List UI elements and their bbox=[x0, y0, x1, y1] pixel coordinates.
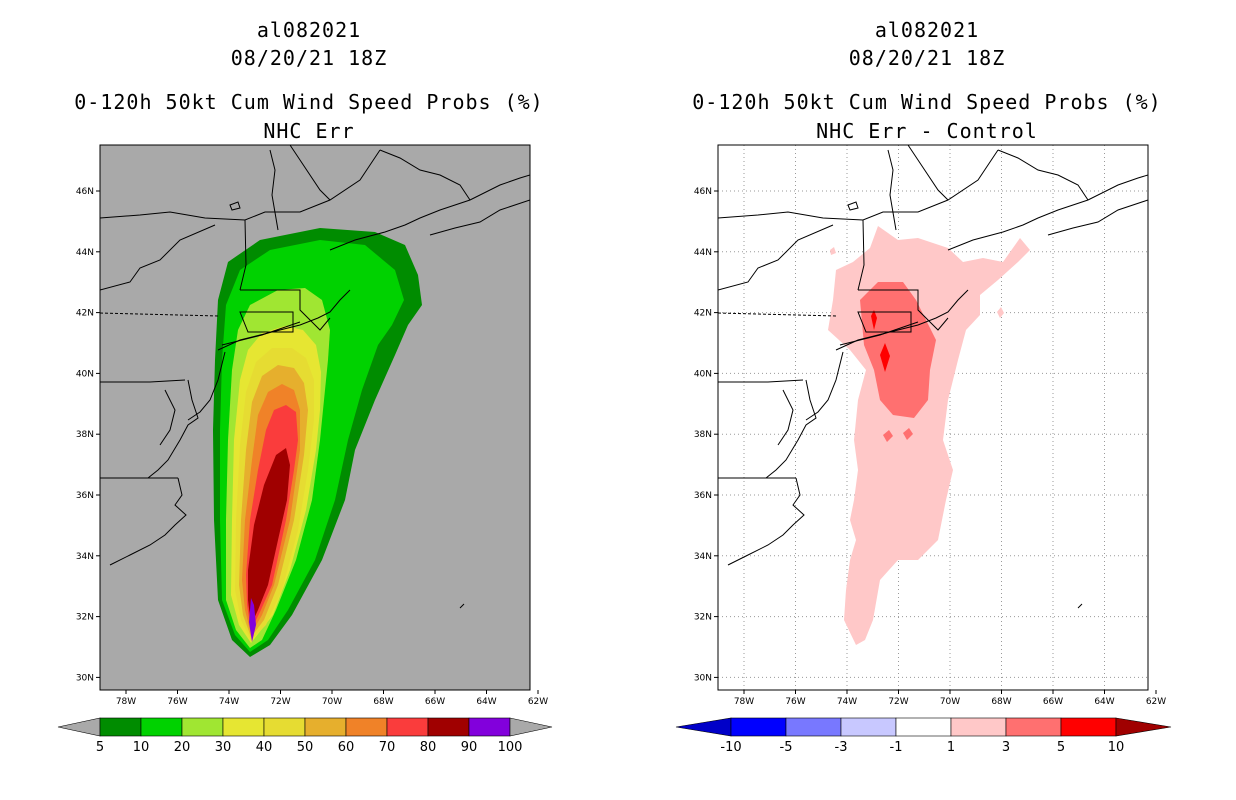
colorbar-high-arrow bbox=[1115, 717, 1172, 737]
lat-label: 44N bbox=[694, 248, 712, 258]
colorbar-label: 5 bbox=[96, 740, 104, 755]
product-title: 0-120h 50kt Cum Wind Speed Probs (%) bbox=[692, 90, 1162, 114]
probability-contours bbox=[213, 228, 422, 657]
colorbar-swatch bbox=[840, 717, 897, 737]
colorbar-swatch bbox=[222, 717, 265, 737]
lon-label: 72W bbox=[270, 697, 290, 707]
colorbar-label: 40 bbox=[256, 740, 273, 755]
colorbar-label: -3 bbox=[835, 740, 848, 755]
colorbar-swatch bbox=[1005, 717, 1062, 737]
panel-subtitle: NHC Err - Control bbox=[816, 119, 1038, 143]
map-frame bbox=[99, 144, 531, 691]
colorbar-swatch bbox=[345, 717, 388, 737]
lat-label: 40N bbox=[76, 369, 94, 379]
colorbar-swatch bbox=[730, 717, 787, 737]
colorbar-low-arrow bbox=[57, 717, 101, 737]
colorbar-swatch bbox=[263, 717, 306, 737]
probability-colorbar: 5 10 20 30 40 50 60 70 80 90 100 bbox=[57, 717, 553, 755]
colorbar-swatch bbox=[181, 717, 224, 737]
colorbar-low-arrow bbox=[675, 717, 732, 737]
colorbar-swatch bbox=[304, 717, 347, 737]
colorbar-label: 100 bbox=[498, 740, 523, 755]
colorbar-label: -1 bbox=[890, 740, 903, 755]
colorbar-label: 1 bbox=[947, 740, 955, 755]
lon-label: 64W bbox=[1094, 697, 1114, 707]
map-frame bbox=[717, 144, 1149, 691]
colorbar-label: 80 bbox=[420, 740, 437, 755]
lat-label: 38N bbox=[694, 430, 712, 440]
lat-label: 34N bbox=[694, 552, 712, 562]
colorbar-label: 30 bbox=[215, 740, 232, 755]
colorbar-label: 3 bbox=[1002, 740, 1010, 755]
lon-label: 68W bbox=[373, 697, 393, 707]
lat-label: 42N bbox=[76, 309, 94, 319]
colorbar-label: 10 bbox=[1108, 740, 1125, 755]
lat-label: 46N bbox=[694, 187, 712, 197]
lon-label: 70W bbox=[940, 697, 960, 707]
lat-label: 38N bbox=[76, 430, 94, 440]
colorbar-swatch bbox=[1060, 717, 1117, 737]
lon-label: 72W bbox=[888, 697, 908, 707]
colorbar-swatch bbox=[386, 717, 429, 737]
colorbar-swatch bbox=[950, 717, 1007, 737]
colorbar-label: 60 bbox=[338, 740, 355, 755]
panel-subtitle: NHC Err bbox=[263, 119, 355, 143]
colorbar-swatch bbox=[427, 717, 470, 737]
lon-label: 76W bbox=[167, 697, 187, 707]
left-panel: al082021 08/20/21 18Z 0-120h 50kt Cum Wi… bbox=[57, 18, 553, 755]
lat-label: 32N bbox=[76, 613, 94, 623]
colorbar-label: -10 bbox=[720, 740, 741, 755]
lon-label: 78W bbox=[116, 697, 136, 707]
lat-label: 40N bbox=[694, 369, 712, 379]
colorbar-label: 90 bbox=[461, 740, 478, 755]
difference-map: 78W 76W 74W 72W 70W 68W 66W 64W 62W 46N 44N 42N 40N 3… bbox=[675, 144, 1172, 755]
difference-colorbar: -10 -5 -3 -1 1 3 5 10 bbox=[675, 717, 1172, 755]
storm-id: al082021 bbox=[874, 18, 980, 42]
lon-label: 74W bbox=[219, 697, 239, 707]
lat-label: 30N bbox=[694, 673, 712, 683]
colorbar-high-arrow bbox=[509, 717, 553, 737]
lat-label: 32N bbox=[694, 613, 712, 623]
lat-label: 34N bbox=[76, 552, 94, 562]
lon-label: 68W bbox=[991, 697, 1011, 707]
lon-label: 64W bbox=[476, 697, 496, 707]
difference-contours bbox=[828, 226, 1030, 645]
map-axes: 78W 76W 74W 72W 70W 68W 66W 64W 62W 46N 44N 42N 40N 3… bbox=[76, 187, 548, 707]
colorbar-swatch bbox=[785, 717, 842, 737]
colorbar-swatch bbox=[140, 717, 183, 737]
map-axes: 78W 76W 74W 72W 70W 68W 66W 64W 62W 46N 44N 42N 40N 3… bbox=[694, 187, 1166, 707]
lon-label: 70W bbox=[322, 697, 342, 707]
colorbar-label: 5 bbox=[1057, 740, 1065, 755]
colorbar-label: -5 bbox=[780, 740, 793, 755]
lon-label: 62W bbox=[1146, 697, 1166, 707]
datetime: 08/20/21 18Z bbox=[230, 46, 388, 70]
lat-label: 46N bbox=[76, 187, 94, 197]
lon-label: 76W bbox=[785, 697, 805, 707]
lon-label: 74W bbox=[837, 697, 857, 707]
colorbar-swatch bbox=[895, 717, 952, 737]
lat-label: 30N bbox=[76, 673, 94, 683]
datetime: 08/20/21 18Z bbox=[848, 46, 1006, 70]
lon-label: 66W bbox=[425, 697, 445, 707]
colorbar-label: 10 bbox=[133, 740, 150, 755]
lon-label: 78W bbox=[734, 697, 754, 707]
colorbar-label: 70 bbox=[379, 740, 396, 755]
right-panel: al082021 08/20/21 18Z 0-120h 50kt Cum Wi… bbox=[618, 0, 1236, 800]
product-title: 0-120h 50kt Cum Wind Speed Probs (%) bbox=[74, 90, 544, 114]
colorbar-swatch bbox=[468, 717, 511, 737]
lon-label: 62W bbox=[528, 697, 548, 707]
lat-label: 44N bbox=[76, 248, 94, 258]
colorbar-swatch bbox=[99, 717, 142, 737]
lon-label: 66W bbox=[1043, 697, 1063, 707]
storm-id: al082021 bbox=[256, 18, 362, 42]
lat-label: 36N bbox=[694, 491, 712, 501]
colorbar-label: 50 bbox=[297, 740, 314, 755]
coastlines bbox=[100, 145, 530, 609]
coastlines bbox=[718, 145, 1148, 609]
lat-label: 36N bbox=[76, 491, 94, 501]
colorbar-label: 20 bbox=[174, 740, 191, 755]
probability-map: 78W 76W 74W 72W 70W 68W 66W 64W 62W 46N 44N 42N 40N 3… bbox=[57, 144, 553, 755]
lat-label: 42N bbox=[694, 309, 712, 319]
